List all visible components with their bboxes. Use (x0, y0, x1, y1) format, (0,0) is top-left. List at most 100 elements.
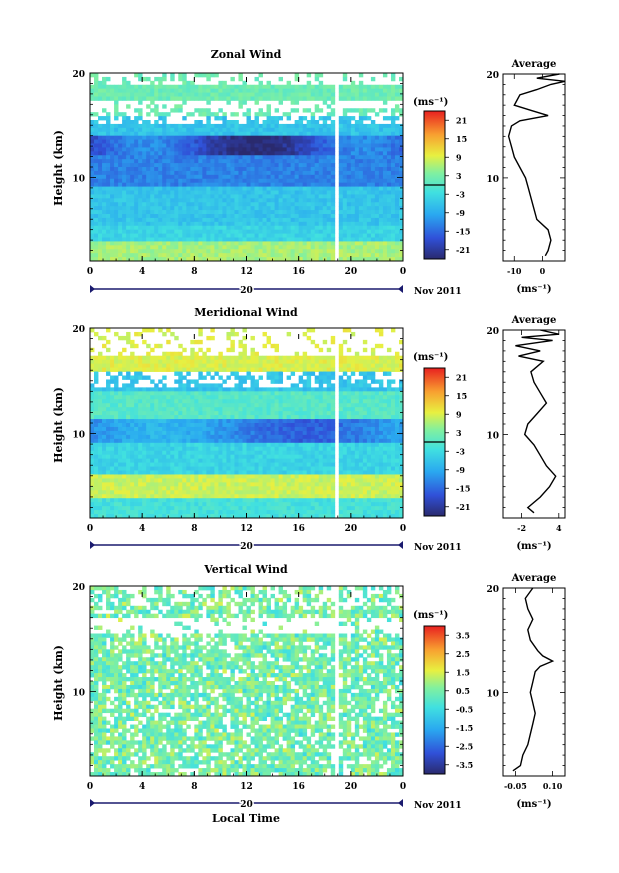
heatmap-cell (230, 438, 235, 444)
heatmap-cell (230, 147, 235, 152)
heatmap-cell (94, 151, 99, 156)
heatmap-cell (342, 210, 348, 215)
heatmap-cell (110, 241, 115, 246)
heatmap-cell (378, 225, 384, 231)
heatmap-cell (198, 167, 203, 172)
heatmap-cell (330, 139, 336, 144)
heatmap-cell (106, 84, 111, 90)
heatmap-cell (94, 438, 99, 444)
heatmap-cell (238, 426, 243, 432)
heatmap-cell (322, 84, 328, 90)
heatmap-cell (270, 229, 275, 234)
heatmap-cell (290, 96, 296, 101)
heatmap-cell (290, 206, 296, 211)
heatmap-cell (254, 84, 259, 90)
heatmap-cell (390, 155, 396, 160)
heatmap-cell (282, 163, 288, 168)
heatmap-cell (262, 151, 267, 156)
heatmap-cell (122, 407, 127, 412)
heatmap-cell (134, 217, 139, 223)
heatmap-cell (110, 510, 115, 515)
heatmap-cell (146, 217, 151, 223)
heatmap-cell (158, 253, 163, 258)
heatmap-cell (234, 178, 239, 184)
heatmap-cell (210, 167, 215, 172)
heatmap-cell (242, 202, 247, 207)
heatmap-cell (198, 359, 203, 365)
heatmap-cell (194, 474, 199, 479)
heatmap-cell (170, 229, 175, 234)
heatmap-cell (258, 229, 263, 234)
heatmap-cell (298, 182, 304, 187)
heatmap-cell (358, 170, 364, 176)
heatmap-cell (162, 178, 167, 184)
heatmap-cell (102, 407, 107, 412)
heatmap-cell (198, 190, 203, 195)
heatmap-cell (250, 120, 255, 125)
heatmap-cell (146, 233, 151, 238)
heatmap-cell (190, 490, 195, 495)
heatmap-cell (262, 206, 267, 211)
heatmap-cell (394, 245, 400, 250)
heatmap-cell (106, 163, 111, 168)
heatmap-cell (202, 498, 207, 503)
heatmap-cell (90, 450, 95, 456)
heatmap-cell (226, 167, 231, 172)
heatmap-cell (190, 245, 195, 250)
heatmap-cell (210, 387, 215, 392)
heatmap-cell (178, 343, 183, 349)
heatmap-cell (386, 237, 392, 242)
heatmap-cell (166, 458, 171, 463)
heatmap-cell (174, 454, 179, 460)
heatmap-cell (382, 229, 388, 234)
heatmap-cell (230, 170, 235, 176)
heatmap-cell (162, 135, 167, 140)
heatmap-cell (358, 167, 364, 172)
heatmap-cell (186, 450, 191, 456)
heatmap-cell (174, 498, 179, 503)
heatmap-cell (126, 186, 131, 191)
heatmap-cell (150, 403, 155, 408)
heatmap-cell (182, 395, 187, 400)
heatmap-cell (158, 403, 163, 408)
heatmap-cell (266, 155, 271, 160)
heatmap-cell (378, 249, 384, 254)
heatmap-cell (274, 92, 279, 97)
heatmap-cell (146, 131, 151, 137)
heatmap-cell (198, 147, 203, 152)
heatmap-cell (286, 221, 292, 227)
heatmap-cell (234, 253, 239, 258)
heatmap-cell (262, 167, 267, 172)
heatmap-cell (374, 135, 380, 140)
heatmap-cell (330, 225, 336, 231)
heatmap-cell (222, 486, 227, 491)
heatmap-cell (354, 147, 360, 152)
heatmap-cell (162, 399, 167, 404)
heatmap-cell (294, 96, 300, 101)
heatmap-cell (230, 415, 235, 420)
heatmap-cell (210, 446, 215, 452)
heatmap-cell (134, 423, 139, 428)
heatmap-cell (114, 466, 119, 471)
heatmap-cell (102, 434, 107, 440)
heatmap-cell (138, 198, 143, 203)
heatmap-cell (298, 257, 304, 262)
heatmap-cell (230, 139, 235, 144)
heatmap-cell (122, 490, 127, 495)
heatmap-cell (114, 423, 119, 428)
heatmap-cell (378, 217, 384, 223)
heatmap-cell (166, 170, 171, 176)
heatmap-cell (174, 221, 179, 227)
heatmap-cell (162, 147, 167, 152)
heatmap-cell (194, 194, 199, 199)
heatmap-cell (194, 143, 199, 148)
heatmap-cell (342, 159, 348, 164)
heatmap-cell (186, 446, 191, 452)
heatmap-cell (138, 403, 143, 408)
heatmap-cell (146, 120, 151, 125)
heatmap-cell (94, 178, 99, 184)
heatmap-cell (262, 139, 267, 144)
heatmap-cell (178, 442, 183, 448)
heatmap-cell (302, 127, 308, 133)
heatmap-cell (362, 127, 368, 133)
